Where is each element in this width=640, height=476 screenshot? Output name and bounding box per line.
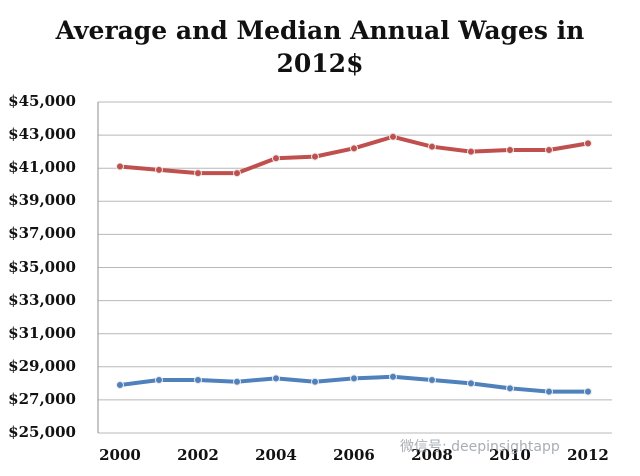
series-1-point-2 [194,376,202,385]
series-1-point-10 [506,384,514,393]
watermark: 微信号: deepinsightapp [400,439,560,455]
x-tick-label: 2004 [255,446,297,464]
series-0-point-10 [506,145,514,154]
series-1-point-6 [350,374,358,383]
series-0-point-1 [155,165,163,174]
series-0-point-12 [584,139,592,148]
y-tick-label: $31,000 [8,323,76,342]
series-1-point-1 [155,376,163,385]
chart-title: Average and Median Annual Wages in 2012$ [0,14,640,80]
y-tick-label: $39,000 [8,191,76,210]
series-0-point-2 [194,169,202,178]
series-0-point-4 [272,154,280,163]
series-1-point-8 [428,376,436,385]
x-tick-label: 2012 [567,446,609,464]
x-tick-label: 2000 [99,446,141,464]
series-0-point-8 [428,142,436,151]
y-tick-label: $37,000 [8,224,76,243]
series-0-point-7 [389,132,397,141]
series-1-point-3 [233,377,241,386]
y-tick-label: $33,000 [8,290,76,309]
series-0-point-6 [350,144,358,153]
series-0-point-5 [311,152,319,161]
series-1-point-4 [272,374,280,383]
y-tick-label: $43,000 [8,125,76,144]
y-tick-label: $35,000 [8,257,76,276]
x-tick-label: 2010 [489,446,531,464]
x-tick-label: 2008 [411,446,453,464]
y-tick-label: $27,000 [8,389,76,408]
y-tick-label: $45,000 [8,92,76,110]
series-1-point-12 [584,387,592,396]
y-tick-label: $29,000 [8,356,76,375]
x-tick-label: 2002 [177,446,219,464]
series-1-point-11 [545,387,553,396]
x-tick-label: 2006 [333,446,375,464]
series-0-point-11 [545,145,553,154]
series-1-point-9 [467,379,475,388]
y-tick-label: $25,000 [8,423,76,441]
chart-title-line-2: 2012$ [276,49,364,78]
series-0-point-0 [116,162,124,171]
series-1-point-7 [389,372,397,381]
series-1-point-0 [116,381,124,390]
series-1-point-5 [311,377,319,386]
y-tick-label: $41,000 [8,158,76,177]
series-0-point-3 [233,169,241,178]
series-0-point-9 [467,147,475,156]
chart-title-line-1: Average and Median Annual Wages in [55,16,585,45]
